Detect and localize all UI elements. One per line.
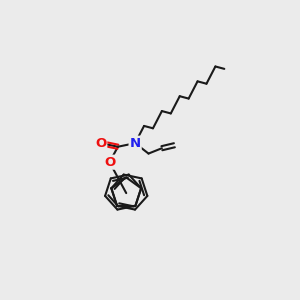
Text: O: O xyxy=(95,137,106,150)
Text: O: O xyxy=(104,156,115,169)
Text: N: N xyxy=(130,137,141,150)
